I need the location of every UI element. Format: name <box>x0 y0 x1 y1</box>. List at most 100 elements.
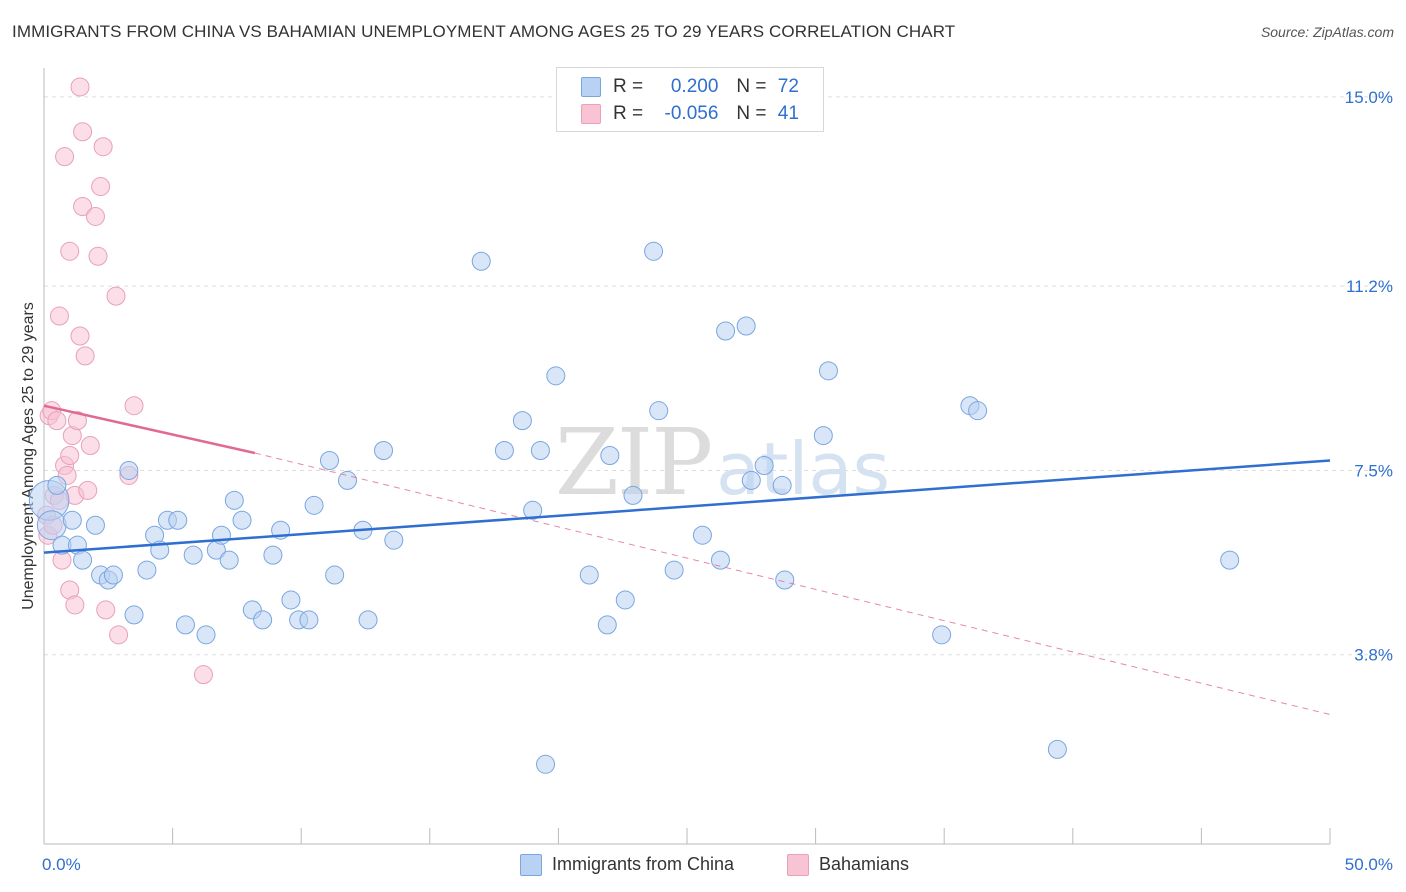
legend-r-label: R = <box>613 103 644 124</box>
legend-r-label: R = <box>613 76 644 97</box>
bahamians-point <box>49 306 69 326</box>
bahamians-point <box>65 595 85 615</box>
china-point <box>736 316 756 336</box>
china-point <box>741 470 761 490</box>
correlation-legend: R = 0.200 N = 72 R = -0.056 N = 41 <box>556 67 824 132</box>
china-point <box>232 510 252 530</box>
china-point <box>546 366 566 386</box>
y-tick-label: 7.5% <box>1354 461 1393 480</box>
bahamians-point <box>67 411 87 431</box>
china-point <box>253 610 273 630</box>
legend-r-value-bahamians: -0.056 <box>664 103 719 124</box>
china-point <box>600 446 620 466</box>
series-legend: Immigrants from China Bahamians <box>0 852 1406 878</box>
china-point <box>137 560 157 580</box>
china-point <box>494 441 514 461</box>
china-point <box>644 241 664 261</box>
x-tick-label: 0.0% <box>42 855 81 874</box>
bahamians-point <box>47 411 67 431</box>
china-point <box>512 411 532 431</box>
legend-item-china[interactable]: Immigrants from China <box>520 852 735 877</box>
y-tick-label: 15.0% <box>1345 88 1393 107</box>
legend-row-china: R = 0.200 N = 72 <box>581 75 799 99</box>
china-point <box>304 495 324 515</box>
china-point <box>224 490 244 510</box>
trend-lines <box>43 404 1331 715</box>
china-point <box>175 615 195 635</box>
bahamians-point <box>73 196 93 216</box>
china-trend-line <box>43 459 1331 554</box>
china-point <box>775 570 795 590</box>
china-point <box>168 510 188 530</box>
bahamians-point <box>96 600 116 620</box>
legend-n-value-bahamians: 41 <box>777 103 799 124</box>
china-point <box>85 515 105 535</box>
legend-n-label: N = <box>736 103 767 124</box>
legend-swatch-china <box>581 76 601 97</box>
china-point <box>384 530 404 550</box>
china-point <box>710 550 730 570</box>
bahamians-point <box>91 177 111 197</box>
legend-label-china: Immigrants from China <box>552 854 735 874</box>
china-point <box>73 550 93 570</box>
bahamians-point <box>73 122 93 142</box>
bahamians-point <box>60 241 80 261</box>
china-point <box>536 754 556 774</box>
bahamians-trend-line <box>43 404 256 455</box>
y-tick-label: 11.2% <box>1346 277 1393 296</box>
legend-r-value-china: 0.200 <box>670 76 719 97</box>
china-point <box>62 510 82 530</box>
china-point <box>968 401 988 421</box>
y-tick-labels: 3.8% 7.5% 11.2% 15.0% <box>1345 88 1393 665</box>
china-point <box>263 545 283 565</box>
y-tick-label: 3.8% <box>1354 646 1393 665</box>
legend-swatch-bahamians <box>787 854 809 877</box>
bahamians-points <box>37 77 213 685</box>
china-point <box>579 565 599 585</box>
china-point <box>103 565 123 585</box>
legend-row-bahamians: R = -0.056 N = 41 <box>581 102 799 126</box>
bahamians-point <box>193 665 213 685</box>
china-point <box>818 361 838 381</box>
china-point <box>36 510 67 541</box>
legend-swatch-bahamians <box>581 103 601 124</box>
bahamians-point <box>106 286 126 306</box>
china-point <box>358 610 378 630</box>
bahamians-point <box>60 446 80 466</box>
china-point <box>183 545 203 565</box>
china-point <box>813 426 833 446</box>
china-point <box>471 251 491 271</box>
bahamians-point <box>85 206 105 226</box>
x-ticks <box>43 828 1331 844</box>
legend-swatch-china <box>520 854 542 877</box>
china-point <box>523 500 543 520</box>
bahamians-point <box>93 137 113 157</box>
bahamians-trend-extension <box>254 452 1331 715</box>
china-point <box>374 441 394 461</box>
china-point <box>664 560 684 580</box>
bahamians-point <box>78 480 98 500</box>
grid-lines <box>44 96 1392 656</box>
legend-n-value-china: 72 <box>777 76 799 97</box>
china-point <box>716 321 736 341</box>
china-point <box>754 455 774 475</box>
legend-item-bahamians[interactable]: Bahamians <box>787 852 910 877</box>
china-point <box>623 485 643 505</box>
china-point <box>219 550 239 570</box>
china-point <box>597 615 617 635</box>
china-point <box>1047 739 1067 759</box>
china-point <box>47 475 67 495</box>
bahamians-point <box>88 246 108 266</box>
x-tick-label: 50.0% <box>1345 855 1393 874</box>
china-point <box>196 625 216 645</box>
x-tick-labels: 0.0% 50.0% <box>42 855 1393 874</box>
legend-label-bahamians: Bahamians <box>819 854 910 874</box>
bahamians-point <box>75 346 95 366</box>
bahamians-point <box>124 396 144 416</box>
china-point <box>530 441 550 461</box>
y-axis-label: Unemployment Among Ages 25 to 29 years <box>20 302 37 610</box>
china-point <box>932 625 952 645</box>
china-point <box>772 475 792 495</box>
bahamians-point <box>55 147 75 167</box>
